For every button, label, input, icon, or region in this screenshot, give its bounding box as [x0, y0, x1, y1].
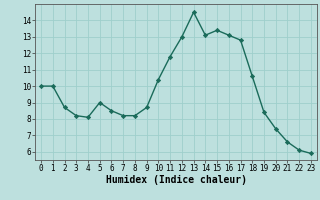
X-axis label: Humidex (Indice chaleur): Humidex (Indice chaleur): [106, 175, 246, 185]
